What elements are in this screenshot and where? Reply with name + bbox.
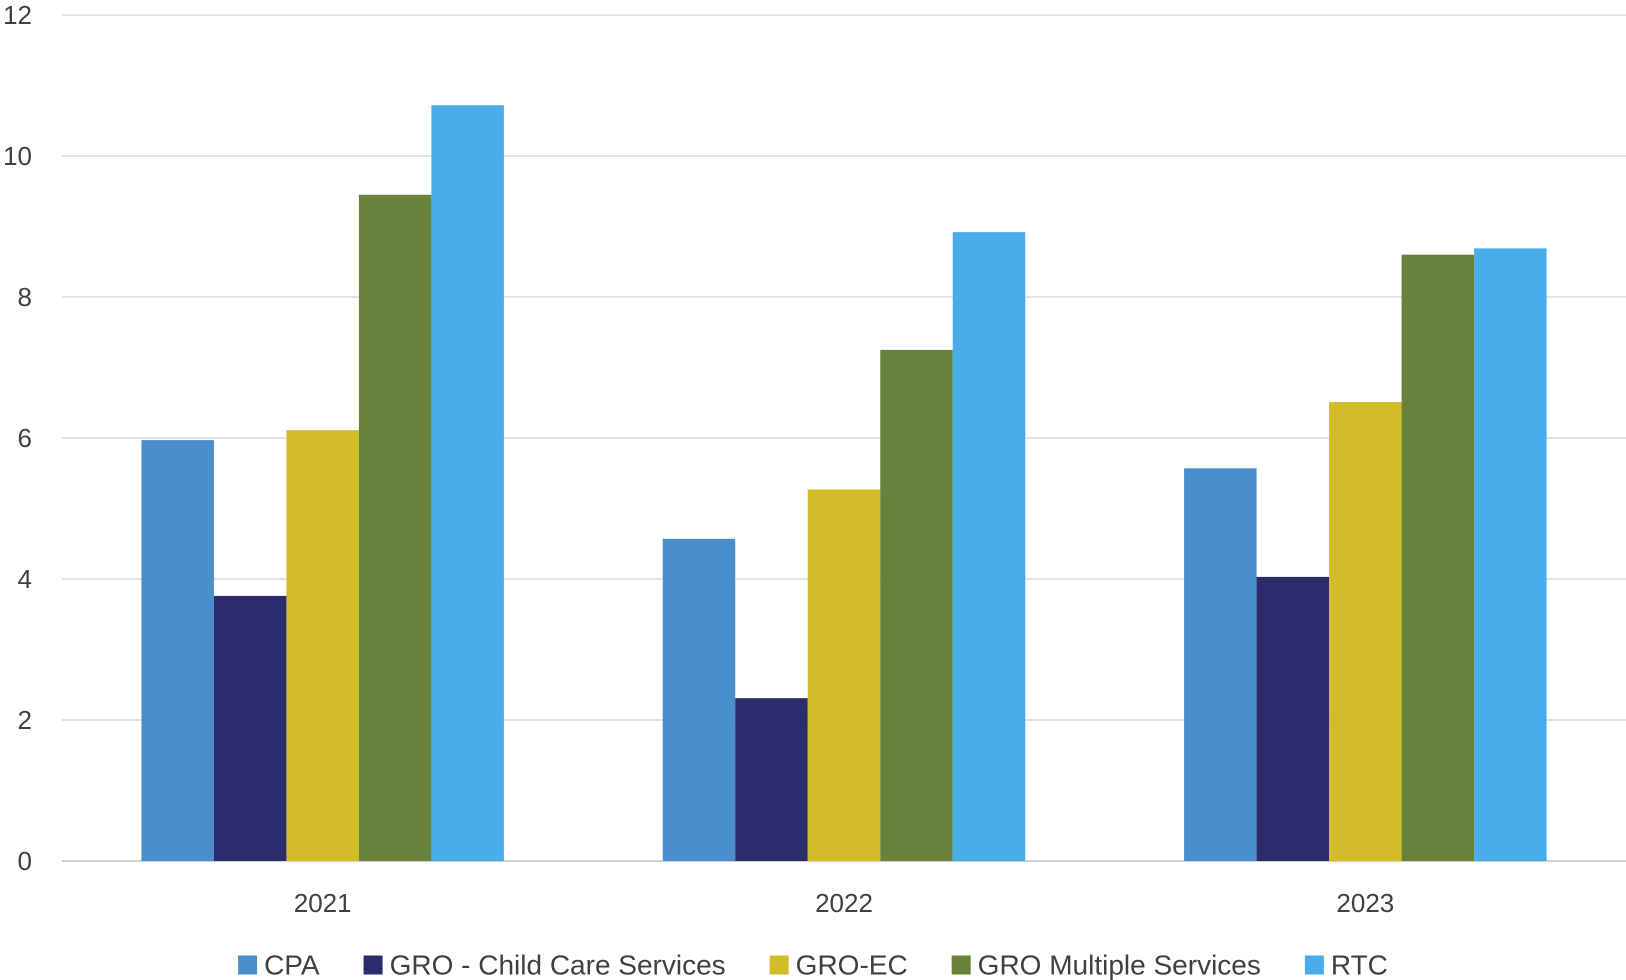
bar <box>141 440 214 861</box>
bar <box>1184 468 1257 861</box>
y-axis-ticks: 0 2 4 6 8 10 12 <box>3 0 32 876</box>
bar <box>1329 402 1402 861</box>
legend-label: CPA <box>264 950 320 980</box>
bar <box>1256 576 1330 861</box>
bar <box>1474 248 1547 862</box>
legend-item: GRO - Child Care Services <box>363 950 726 980</box>
legend-item: GRO-EC <box>769 950 908 980</box>
legend-swatch <box>769 955 789 975</box>
legend-swatch <box>238 955 258 975</box>
bar <box>213 595 287 861</box>
y-tick-label: 8 <box>18 282 32 312</box>
legend-label: GRO - Child Care Services <box>390 950 726 980</box>
legend-label: GRO Multiple Services <box>978 950 1261 980</box>
y-tick-label: 2 <box>18 705 32 735</box>
x-tick-label: 2023 <box>1336 888 1394 918</box>
y-tick-label: 0 <box>18 846 32 876</box>
legend-item: RTC <box>1304 950 1388 980</box>
bar <box>662 538 736 861</box>
x-tick-label: 2022 <box>815 888 873 918</box>
legend-swatch <box>363 955 383 975</box>
legend-item: CPA <box>238 950 320 980</box>
y-tick-label: 4 <box>18 564 32 594</box>
x-axis-ticks: 2021 2022 2023 <box>294 888 1395 918</box>
bar <box>807 489 881 861</box>
legend-label: RTC <box>1331 950 1388 980</box>
legend-swatch <box>1304 955 1324 975</box>
bar <box>880 349 953 861</box>
x-tick-label: 2021 <box>294 888 352 918</box>
bar <box>1401 254 1475 861</box>
bars <box>141 105 1547 862</box>
legend-item: GRO Multiple Services <box>951 950 1261 980</box>
bar <box>358 194 432 861</box>
bar <box>952 232 1026 861</box>
y-tick-label: 12 <box>3 0 32 30</box>
y-tick-label: 10 <box>3 141 32 171</box>
legend-swatch <box>951 955 971 975</box>
y-tick-label: 6 <box>18 423 32 453</box>
legend-label: GRO-EC <box>796 950 908 980</box>
bar <box>431 105 504 862</box>
legend: CPA GRO - Child Care Services GRO-EC GRO Mu… <box>238 950 1388 980</box>
bar <box>286 430 359 861</box>
bar <box>735 698 808 861</box>
